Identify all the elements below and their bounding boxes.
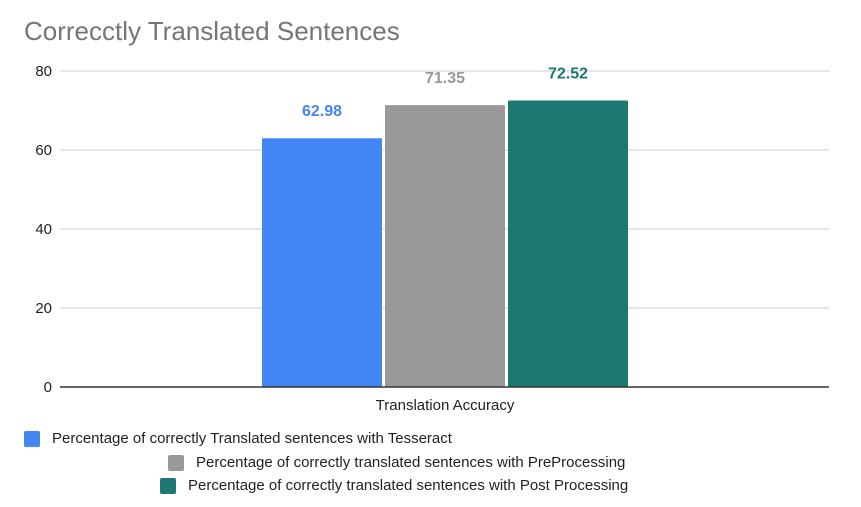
legend-swatch-preprocessing (168, 454, 184, 471)
data-label-postprocessing: 72.52 (548, 66, 588, 83)
legend-item-preprocessing: Percentage of correctly translated sente… (168, 454, 625, 471)
y-tick-label: 60 (35, 142, 52, 159)
category-label: Translation Accuracy (376, 397, 515, 414)
y-tick-label: 80 (35, 63, 52, 80)
data-labels: 62.98 71.35 72.52 (302, 66, 588, 121)
y-axis-ticks: 0 20 40 60 80 (35, 63, 52, 396)
y-tick-label: 20 (35, 300, 52, 317)
y-tick-label: 40 (35, 221, 52, 238)
legend-label-preprocessing: Percentage of correctly translated sente… (196, 454, 626, 471)
legend-item-tesseract: Percentage of correctly Translated sente… (24, 430, 452, 447)
y-tick-label: 0 (44, 379, 52, 396)
legend-item-postprocessing: Percentage of correctly translated sente… (160, 477, 628, 494)
bar-preprocessing (385, 105, 505, 387)
chart-title: Correcctly Translated Sentences (24, 16, 400, 46)
data-label-preprocessing: 71.35 (425, 70, 465, 87)
legend-label-tesseract: Percentage of correctly Translated sente… (52, 430, 452, 447)
bar-tesseract (262, 138, 382, 387)
bar-postprocessing (508, 100, 628, 388)
legend-swatch-tesseract (24, 430, 40, 447)
data-label-tesseract: 62.98 (302, 103, 342, 120)
legend-swatch-postprocessing (160, 477, 176, 494)
bars (262, 100, 628, 388)
bar-chart: Correcctly Translated Sentences 0 20 40 60 8… (24, 16, 829, 414)
legend-label-postprocessing: Percentage of correctly translated sente… (188, 477, 629, 494)
